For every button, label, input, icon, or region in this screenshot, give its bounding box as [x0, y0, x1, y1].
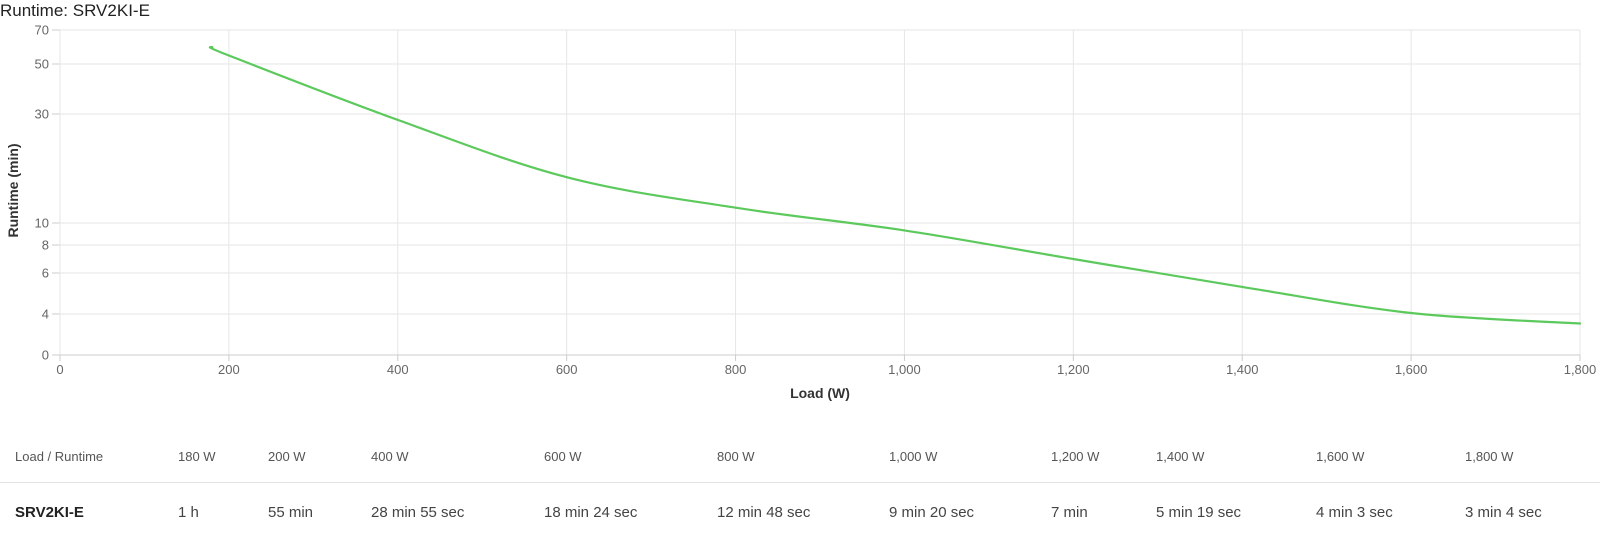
y-tick-label: 6 — [42, 266, 49, 281]
y-axis-title: Runtime (min) — [5, 143, 21, 237]
model-name: SRV2KI-E — [15, 504, 84, 521]
x-tick-label: 600 — [556, 362, 578, 377]
y-tick-label: 50 — [35, 57, 49, 72]
load-cell: 1,200 W — [1051, 449, 1100, 464]
y-tick-label: 8 — [42, 238, 49, 253]
x-tick-label: 1,200 — [1057, 362, 1090, 377]
load-cell: 800 W — [717, 449, 755, 464]
x-tick-label: 1,800 — [1564, 362, 1597, 377]
load-cell: 180 W — [178, 449, 216, 464]
table-header-row: Load / Runtime 180 W 200 W 400 W 600 W 8… — [0, 430, 1600, 483]
data-point — [565, 176, 568, 179]
x-axis-title: Load (W) — [790, 385, 850, 401]
load-cell: 400 W — [371, 449, 409, 464]
chart-title: Runtime: SRV2KI-E — [0, 1, 150, 20]
load-cell: 1,800 W — [1465, 449, 1514, 464]
runtime-cell: 9 min 20 sec — [889, 504, 975, 521]
y-tick-label: 70 — [35, 23, 49, 38]
data-point — [1241, 285, 1244, 288]
runtime-cell: 18 min 24 sec — [544, 504, 638, 521]
data-point — [1072, 257, 1075, 261]
x-tick-label: 400 — [387, 362, 409, 377]
runtime-cell: 4 min 3 sec — [1316, 504, 1393, 521]
y-tick-label: 10 — [35, 216, 49, 231]
y-tick-label: 4 — [42, 307, 49, 322]
x-tick-label: 1,600 — [1395, 362, 1428, 377]
load-cell: 1,000 W — [889, 449, 938, 464]
table-header-label: Load / Runtime — [15, 449, 104, 464]
x-tick-label: 0 — [56, 362, 63, 377]
data-point — [396, 118, 399, 121]
runtime-cell: 12 min 48 sec — [717, 504, 811, 521]
load-cell: 1,600 W — [1316, 449, 1365, 464]
runtime-chart: 0 4 6 8 10 30 50 70 0 200 400 600 800 1,000 1,200 1,400… — [5, 23, 1597, 402]
x-tick-label: 200 — [218, 362, 240, 377]
load-cell: 1,400 W — [1156, 449, 1205, 464]
runtime-series-line — [208, 46, 1581, 325]
table-row: SRV2KI-E 1 h 55 min 28 min 55 sec 18 min… — [0, 483, 1600, 543]
data-point — [1578, 322, 1582, 325]
data-point — [903, 229, 906, 232]
data-point — [734, 206, 737, 209]
runtime-cell: 3 min 4 sec — [1465, 504, 1542, 521]
load-cell: 200 W — [268, 449, 306, 464]
data-point — [210, 45, 214, 49]
data-point — [1410, 311, 1413, 315]
data-point — [227, 54, 230, 57]
runtime-cell: 5 min 19 sec — [1156, 504, 1242, 521]
load-cell: 600 W — [544, 449, 582, 464]
runtime-cell: 28 min 55 sec — [371, 504, 465, 521]
runtime-cell: 1 h — [178, 504, 199, 521]
x-tick-label: 800 — [725, 362, 747, 377]
runtime-cell: 7 min — [1051, 504, 1088, 521]
runtime-cell: 55 min — [268, 504, 314, 521]
y-tick-label: 0 — [42, 348, 49, 363]
x-tick-label: 1,400 — [1226, 362, 1259, 377]
x-tick-label: 1,000 — [888, 362, 921, 377]
y-tick-label: 30 — [35, 107, 49, 122]
runtime-table: Load / Runtime 180 W 200 W 400 W 600 W 8… — [0, 430, 1600, 543]
